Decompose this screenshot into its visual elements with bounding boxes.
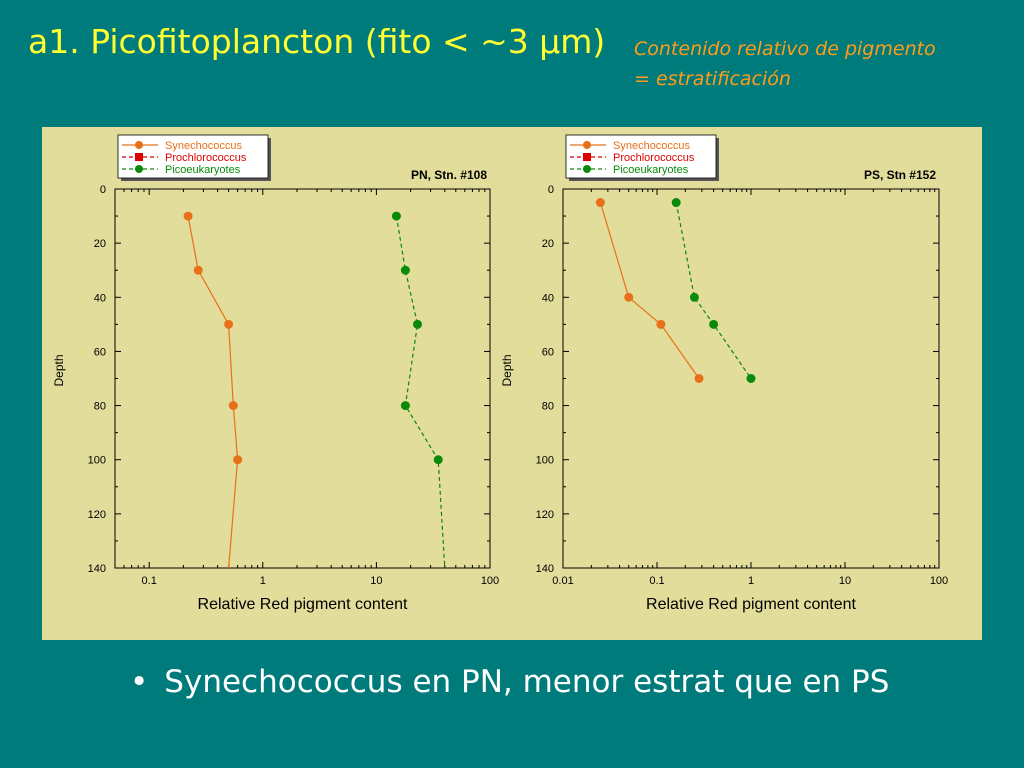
- y-tick-label: 140: [88, 563, 106, 575]
- y-tick-label: 100: [88, 455, 106, 467]
- subtitle-line-2: = estratificación: [634, 68, 791, 90]
- legend-marker: [135, 165, 143, 173]
- data-point: [671, 198, 681, 208]
- x-axis-label: Relative Red pigment content: [198, 596, 408, 613]
- x-tick-label: 0.1: [649, 575, 664, 587]
- slide-title: a1. Picofitoplancton (fito < ~3 µm): [28, 22, 606, 61]
- chart-title: PS, Stn #152: [864, 168, 936, 182]
- data-point: [391, 211, 401, 221]
- y-tick-label: 120: [88, 509, 106, 521]
- y-tick-label: 40: [94, 292, 106, 304]
- y-tick-label: 120: [536, 509, 554, 521]
- data-point: [193, 265, 203, 275]
- y-tick-label: 60: [542, 346, 554, 358]
- data-point: [224, 319, 234, 329]
- y-tick-label: 20: [542, 238, 554, 250]
- y-tick-label: 100: [536, 455, 554, 467]
- data-point: [412, 319, 422, 329]
- data-point: [400, 401, 410, 411]
- plot-frame: [114, 188, 491, 569]
- y-tick-label: 0: [100, 184, 106, 196]
- data-point: [624, 292, 634, 302]
- legend-entry: Picoeukaryotes: [613, 164, 689, 176]
- x-axis-label: Relative Red pigment content: [646, 596, 856, 613]
- bullet-text: Synechococcus en PN, menor estrat que en…: [164, 664, 890, 700]
- data-point: [689, 292, 699, 302]
- y-tick-label: 60: [94, 346, 106, 358]
- legend-marker: [583, 165, 591, 173]
- data-point: [433, 455, 443, 465]
- data-point: [595, 198, 605, 208]
- legend-entry: Synechococcus: [165, 140, 243, 152]
- data-point: [228, 401, 238, 411]
- series-line: [187, 215, 239, 569]
- series-line: [675, 202, 752, 379]
- y-tick-label: 140: [536, 563, 554, 575]
- bullet-point: • Synechococcus en PN, menor estrat que e…: [130, 664, 889, 700]
- y-tick-label: 80: [94, 401, 106, 413]
- legend-entry: Prochlorococcus: [613, 152, 695, 164]
- chart-title: PN, Stn. #108: [411, 168, 487, 182]
- series-line: [599, 202, 700, 379]
- y-tick-label: 40: [542, 292, 554, 304]
- data-point: [183, 211, 193, 221]
- data-point: [233, 455, 243, 465]
- legend-marker-square: [583, 153, 591, 161]
- y-axis-label: Depth: [500, 354, 514, 386]
- chart-panel: 0 20 40 60 80 100 120 140 0.1 1 10 100 Relative Red …: [42, 127, 982, 640]
- data-point: [656, 319, 666, 329]
- legend-entry: Synechococcus: [613, 140, 691, 152]
- x-tick-label: 0.1: [142, 575, 157, 587]
- y-axis-label: Depth: [52, 354, 66, 386]
- legend-marker: [583, 141, 591, 149]
- x-tick-label: 10: [370, 575, 382, 587]
- y-tick-label: 20: [94, 238, 106, 250]
- data-point: [746, 374, 756, 383]
- bullet-symbol: •: [130, 664, 149, 700]
- legend-entry: Prochlorococcus: [165, 152, 247, 164]
- chart-1: 0 20 40 60 80 100 120 140 0.1 1 10 100 Relative Red …: [52, 134, 499, 613]
- y-tick-label: 0: [548, 184, 554, 196]
- x-tick-label: 0.01: [552, 575, 573, 587]
- subtitle-line-1: Contenido relativo de pigmento: [634, 38, 936, 60]
- data-point: [694, 374, 704, 383]
- legend-entry: Picoeukaryotes: [165, 164, 241, 176]
- x-tick-label: 1: [260, 575, 266, 587]
- slide-subtitle: Contenido relativo de pigmento = estrati…: [634, 34, 1014, 94]
- data-point: [709, 319, 719, 329]
- x-tick-label: 100: [481, 575, 499, 587]
- x-tick-label: 100: [930, 575, 948, 587]
- x-tick-label: 1: [748, 575, 754, 587]
- series-line: [395, 216, 446, 569]
- legend-marker: [135, 141, 143, 149]
- x-tick-label: 10: [839, 575, 851, 587]
- data-point: [400, 265, 410, 275]
- legend-marker-square: [135, 153, 143, 161]
- y-tick-label: 80: [542, 401, 554, 413]
